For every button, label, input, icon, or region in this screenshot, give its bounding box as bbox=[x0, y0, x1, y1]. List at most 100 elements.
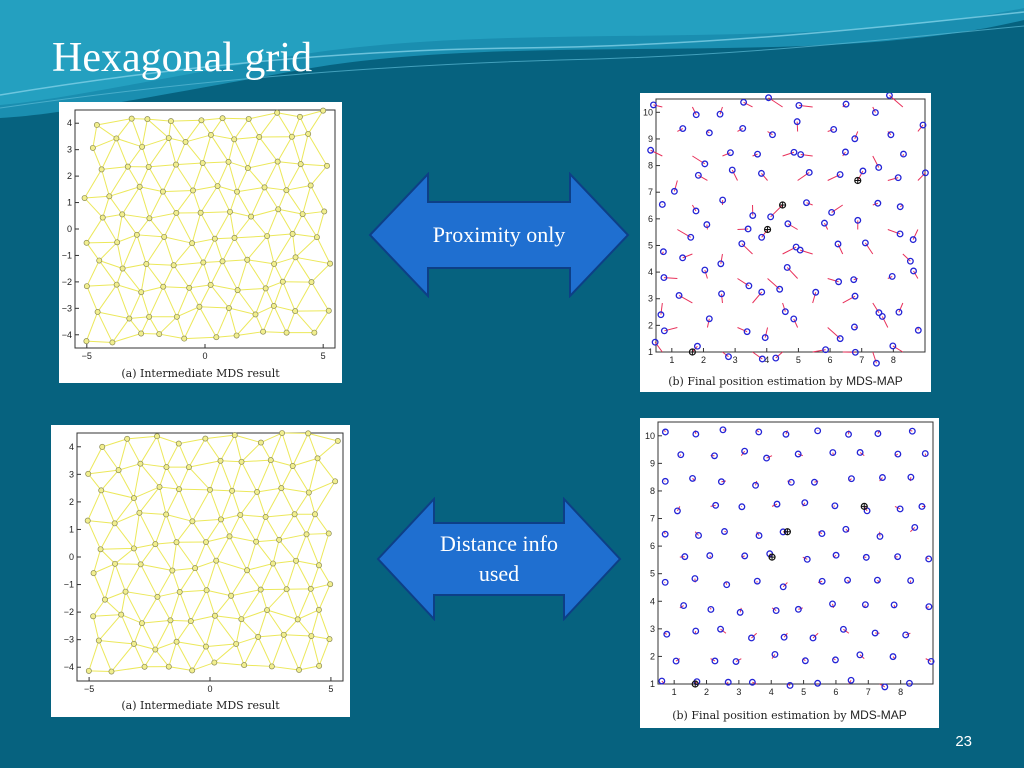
mesh-edge bbox=[191, 521, 207, 543]
mesh-edge bbox=[241, 459, 271, 463]
mesh-edge bbox=[283, 634, 312, 637]
mesh-edge bbox=[188, 287, 200, 307]
error-segment bbox=[902, 253, 911, 262]
mesh-edge bbox=[101, 489, 135, 499]
estimated-position bbox=[871, 629, 879, 637]
mesh-edge bbox=[205, 519, 222, 543]
mesh-node bbox=[163, 511, 170, 518]
mesh-node bbox=[233, 332, 240, 339]
mesh-node bbox=[97, 546, 104, 553]
mesh-edge bbox=[209, 489, 222, 520]
estimated-position bbox=[663, 630, 671, 638]
mds-map-figure-top: 1 2 3 4 5 6 7 8 10 9 8 7 6 5 4 3 2 1 (b) Final position e… bbox=[640, 93, 931, 392]
mesh-edge bbox=[145, 236, 165, 265]
estimated-position bbox=[907, 577, 915, 585]
mesh-edge bbox=[229, 514, 241, 537]
mesh-edge bbox=[99, 260, 123, 269]
mesh-node bbox=[244, 567, 251, 574]
mesh-edge bbox=[149, 212, 177, 219]
mesh-edge bbox=[159, 333, 185, 340]
mesh-edge bbox=[271, 634, 285, 667]
mesh-node bbox=[173, 313, 180, 320]
mesh-edge bbox=[116, 284, 130, 319]
estimated-position bbox=[672, 657, 680, 665]
estimated-position bbox=[814, 427, 822, 435]
mesh-node bbox=[274, 109, 281, 116]
y-tick-label: −1 bbox=[62, 250, 72, 260]
mesh-node bbox=[83, 239, 90, 246]
error-segment bbox=[854, 131, 859, 139]
mesh-node bbox=[253, 538, 260, 545]
mesh-edge bbox=[215, 560, 232, 596]
mesh-edge bbox=[140, 292, 150, 317]
mesh-node bbox=[189, 518, 196, 525]
mesh-edge bbox=[307, 110, 324, 135]
mesh-edge bbox=[92, 124, 98, 149]
mesh-node bbox=[94, 309, 101, 315]
estimated-position bbox=[745, 282, 753, 290]
estimated-position bbox=[851, 135, 859, 143]
mesh-node bbox=[176, 588, 183, 595]
mesh-node bbox=[296, 667, 303, 673]
mesh-edge bbox=[295, 256, 331, 265]
mesh-edge bbox=[192, 185, 218, 191]
estimated-position bbox=[896, 203, 904, 211]
mesh-edge bbox=[88, 469, 119, 475]
mesh-edge bbox=[108, 166, 129, 197]
mesh-node bbox=[299, 211, 306, 218]
mesh-edge bbox=[255, 541, 274, 564]
mesh-edge bbox=[220, 434, 236, 462]
mesh-node bbox=[212, 612, 218, 619]
mesh-node bbox=[233, 640, 240, 647]
estimated-position bbox=[647, 146, 655, 154]
mesh-edge bbox=[138, 512, 156, 545]
estimated-position bbox=[741, 552, 749, 560]
mesh-node bbox=[252, 311, 259, 318]
mesh-node bbox=[279, 278, 286, 285]
mesh-edge bbox=[202, 161, 229, 164]
mesh-edge bbox=[175, 212, 193, 244]
mesh-edge bbox=[278, 513, 296, 541]
y-tick-label: 10 bbox=[643, 107, 653, 117]
mesh-node bbox=[89, 144, 96, 151]
mesh-edge bbox=[188, 466, 211, 491]
mesh-edge bbox=[247, 259, 275, 265]
mesh-edge bbox=[169, 591, 181, 621]
mesh-node bbox=[207, 131, 214, 138]
mesh-edge bbox=[140, 463, 167, 468]
estimated-position bbox=[780, 633, 788, 641]
mesh-edge bbox=[240, 589, 262, 620]
estimated-position bbox=[649, 101, 657, 109]
mesh-edge bbox=[101, 446, 120, 471]
mesh-edge bbox=[87, 473, 102, 491]
estimated-position bbox=[900, 150, 907, 158]
error-segment bbox=[737, 278, 750, 287]
estimated-position bbox=[757, 169, 765, 177]
error-segment bbox=[650, 149, 663, 157]
error-segment bbox=[752, 291, 763, 304]
mesh-node bbox=[160, 283, 167, 290]
mesh-edge bbox=[86, 260, 100, 287]
mesh-edge bbox=[184, 336, 217, 340]
mesh-edge bbox=[277, 112, 301, 118]
mesh-node bbox=[275, 206, 282, 213]
estimated-position bbox=[803, 199, 810, 207]
estimated-position bbox=[723, 581, 731, 589]
mesh-edge bbox=[175, 141, 186, 165]
mesh-edge bbox=[139, 166, 150, 187]
mesh-edge bbox=[127, 435, 158, 440]
mesh-edge bbox=[231, 461, 243, 491]
mesh-edge bbox=[278, 208, 303, 215]
mesh-edge bbox=[173, 264, 190, 289]
estimated-position bbox=[794, 450, 802, 458]
mds-map-plot: 1 2 3 4 5 6 7 8 10 9 8 7 6 5 4 3 2 1 bbox=[643, 93, 929, 367]
mesh-edge bbox=[316, 236, 331, 264]
mesh-edge bbox=[217, 161, 229, 187]
estimated-position bbox=[783, 264, 791, 271]
mesh-node bbox=[264, 607, 270, 613]
estimated-position bbox=[812, 288, 820, 296]
mesh-edge bbox=[148, 166, 164, 192]
x-tick-label: 8 bbox=[891, 355, 896, 365]
mesh-edge bbox=[128, 291, 142, 319]
mesh-edge bbox=[233, 139, 249, 169]
